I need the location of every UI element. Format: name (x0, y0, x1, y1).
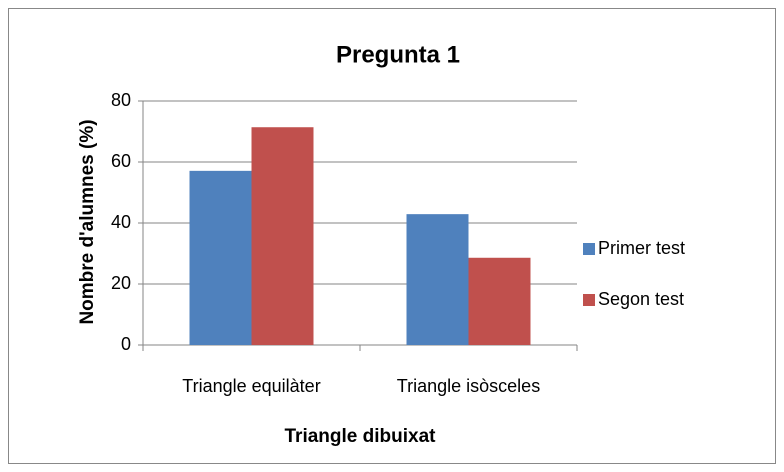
legend-swatch (583, 243, 595, 255)
x-tick-label: Triangle isòsceles (397, 376, 540, 396)
chart-title: Pregunta 1 (336, 41, 460, 68)
y-tick-label: 80 (111, 90, 131, 110)
legend-swatch (583, 294, 595, 306)
legend-label: Primer test (598, 238, 685, 258)
bar (251, 127, 314, 345)
legend-label: Segon test (598, 289, 684, 309)
y-tick-label: 0 (121, 334, 131, 354)
y-axis-label: Nombre d'alumnes (%) (77, 119, 98, 324)
y-tick-label: 40 (111, 212, 131, 232)
bar (406, 214, 469, 345)
y-tick-label: 60 (111, 151, 131, 171)
y-tick-label: 20 (111, 273, 131, 293)
x-axis-label: Triangle dibuixat (285, 426, 437, 447)
bar (468, 257, 531, 345)
chart-border (8, 8, 776, 464)
x-tick-label: Triangle equilàter (182, 376, 320, 396)
bar (189, 170, 252, 345)
